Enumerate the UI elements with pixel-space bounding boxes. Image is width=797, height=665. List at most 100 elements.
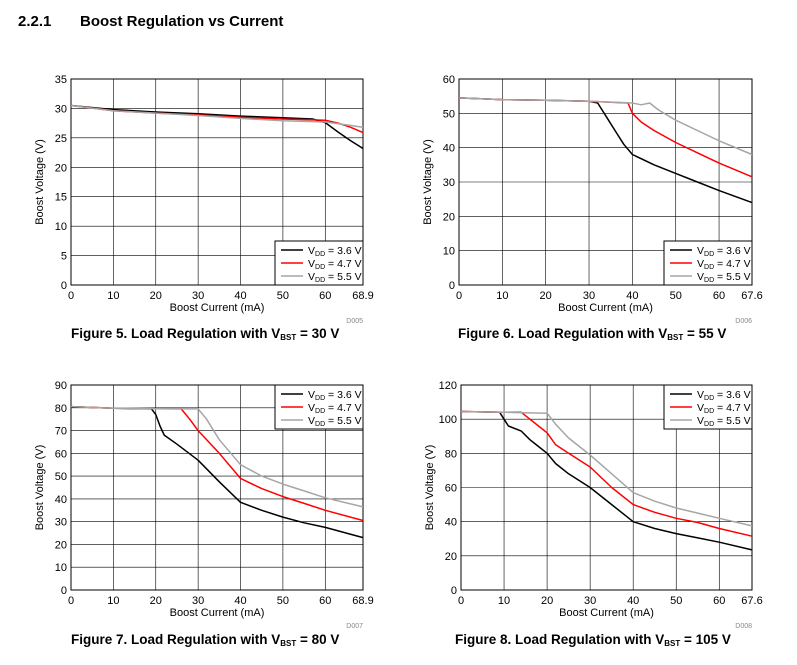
x-tick-label: 60 xyxy=(319,290,331,302)
y-tick-label: 20 xyxy=(443,211,455,223)
section-header: 2.2.1 Boost Regulation vs Current xyxy=(18,13,283,30)
x-tick-label: 30 xyxy=(584,595,596,607)
x-tick-label: 60 xyxy=(713,595,725,607)
y-tick-label: 10 xyxy=(55,221,67,233)
x-tick-label: 40 xyxy=(234,290,246,302)
x-axis-label: Boost Current (mA) xyxy=(170,607,265,619)
y-tick-label: 15 xyxy=(55,192,67,204)
y-axis-label: Boost Voltage (V) xyxy=(424,445,436,531)
legend-entry: VDD = 3.6 V xyxy=(308,245,362,258)
x-tick-label: 20 xyxy=(150,290,162,302)
y-axis-label: Boost Voltage (V) xyxy=(422,139,434,225)
x-tick-label: 67.6 xyxy=(741,595,762,607)
y-tick-label: 70 xyxy=(55,426,67,438)
x-tick-label: 50 xyxy=(670,595,682,607)
plot-frame xyxy=(70,78,364,286)
series-line-1 xyxy=(460,410,753,551)
y-tick-label: 20 xyxy=(55,539,67,551)
legend-entry: VDD = 3.6 V xyxy=(308,389,362,402)
y-tick-label: 100 xyxy=(439,414,457,426)
x-tick-label: 10 xyxy=(496,290,508,302)
chart-code: D005 xyxy=(346,318,363,325)
y-tick-label: 80 xyxy=(55,403,67,415)
y-tick-label: 0 xyxy=(449,280,455,292)
section-title: Boost Regulation vs Current xyxy=(80,13,284,30)
x-tick-label: 20 xyxy=(540,290,552,302)
legend-entry: VDD = 5.5 V xyxy=(308,271,362,284)
x-tick-label: 50 xyxy=(277,595,289,607)
legend-entry: VDD = 5.5 V xyxy=(697,415,751,428)
x-tick-label: 0 xyxy=(68,290,74,302)
y-tick-label: 40 xyxy=(445,517,457,529)
chart-fig8: 0 10 20 30 40 50 60 67.6 0 20 40 60 80 100 120 Boost Cu… xyxy=(424,380,763,630)
x-tick-label: 20 xyxy=(150,595,162,607)
legend-entry: VDD = 4.7 V xyxy=(308,402,362,415)
legend-entry: VDD = 3.6 V xyxy=(697,245,751,258)
x-tick-label: 60 xyxy=(319,595,331,607)
series-line-1 xyxy=(70,104,364,150)
x-tick-label: 68.9 xyxy=(352,595,373,607)
figure-caption: Figure 5. Load Regulation with VBST = 30… xyxy=(71,326,340,342)
legend-entry: VDD = 5.5 V xyxy=(308,415,362,428)
figure-caption: Figure 6. Load Regulation with VBST = 55… xyxy=(458,326,727,342)
x-tick-label: 60 xyxy=(713,290,725,302)
x-tick-label: 10 xyxy=(498,595,510,607)
plot-frame xyxy=(458,78,753,286)
x-axis-label: Boost Current (mA) xyxy=(170,302,265,314)
y-tick-label: 30 xyxy=(55,517,67,529)
series-line-1 xyxy=(70,405,364,539)
x-tick-label: 20 xyxy=(541,595,553,607)
y-tick-label: 20 xyxy=(445,551,457,563)
y-axis-label: Boost Voltage (V) xyxy=(34,139,46,225)
y-tick-label: 0 xyxy=(61,585,67,597)
y-tick-label: 80 xyxy=(445,448,457,460)
y-axis-label: Boost Voltage (V) xyxy=(34,445,46,531)
x-tick-label: 68.9 xyxy=(352,290,373,302)
section-number: 2.2.1 xyxy=(18,13,52,30)
x-axis-label: Boost Current (mA) xyxy=(558,302,653,314)
x-tick-label: 10 xyxy=(107,595,119,607)
legend-entry: VDD = 4.7 V xyxy=(308,258,362,271)
x-tick-label: 40 xyxy=(627,595,639,607)
chart-code: D006 xyxy=(735,318,752,325)
y-tick-label: 30 xyxy=(55,103,67,115)
x-tick-label: 30 xyxy=(192,595,204,607)
x-tick-label: 40 xyxy=(626,290,638,302)
x-tick-label: 0 xyxy=(458,595,464,607)
y-tick-label: 5 xyxy=(61,251,67,263)
x-tick-label: 30 xyxy=(192,290,204,302)
chart-code: D007 xyxy=(346,623,363,630)
chart-fig5: 0 10 20 30 40 50 60 68.9 0 5 10 15 20 25 30 35 Boost Cur… xyxy=(34,74,374,325)
plot-frame xyxy=(70,384,364,591)
legend-entry: VDD = 4.7 V xyxy=(697,258,751,271)
legend-entry: VDD = 4.7 V xyxy=(697,402,751,415)
y-tick-label: 0 xyxy=(451,585,457,597)
chart-fig7: 0 10 20 30 40 50 60 68.9 0 10 20 30 40 50 60 70 80 90 Boos… xyxy=(34,380,374,630)
y-tick-label: 90 xyxy=(55,380,67,392)
y-tick-label: 60 xyxy=(443,74,455,86)
y-tick-label: 10 xyxy=(443,246,455,258)
series-line-3 xyxy=(70,104,364,129)
x-tick-label: 67.6 xyxy=(741,290,762,302)
y-tick-label: 35 xyxy=(55,74,67,86)
y-tick-label: 60 xyxy=(55,448,67,460)
figure-caption: Figure 7. Load Regulation with VBST = 80… xyxy=(71,632,340,648)
y-tick-label: 120 xyxy=(439,380,457,392)
y-tick-label: 30 xyxy=(443,177,455,189)
y-tick-label: 25 xyxy=(55,133,67,145)
y-tick-label: 40 xyxy=(443,143,455,155)
x-tick-label: 30 xyxy=(583,290,595,302)
y-tick-label: 40 xyxy=(55,494,67,506)
x-axis-label: Boost Current (mA) xyxy=(559,607,654,619)
series-line-3 xyxy=(458,97,753,156)
y-tick-label: 20 xyxy=(55,162,67,174)
legend-entry: VDD = 3.6 V xyxy=(697,389,751,402)
x-tick-label: 0 xyxy=(68,595,74,607)
series-line-3 xyxy=(70,405,364,508)
x-tick-label: 50 xyxy=(670,290,682,302)
chart-code: D008 xyxy=(735,623,752,630)
